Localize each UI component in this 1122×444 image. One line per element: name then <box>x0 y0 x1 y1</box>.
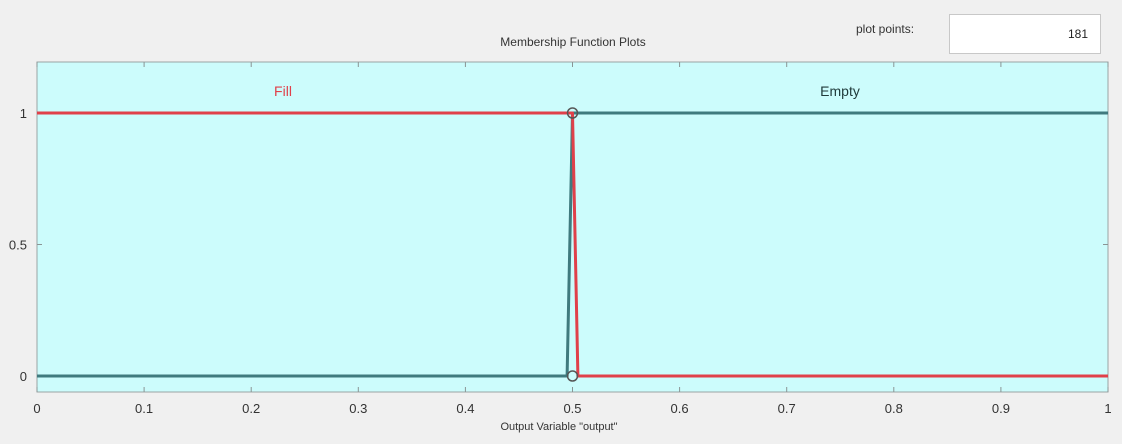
x-tick-label: 0.9 <box>992 401 1010 416</box>
x-tick-label: 0.8 <box>885 401 903 416</box>
x-tick-label: 0.4 <box>456 401 474 416</box>
x-axis-label: Output Variable "output" <box>500 421 617 433</box>
plot-title: Membership Function Plots <box>500 35 646 49</box>
x-tick-label: 0.6 <box>671 401 689 416</box>
plot-points-label: plot points: <box>856 22 915 36</box>
y-tick-label: 0 <box>20 369 27 384</box>
x-tick-label: 0 <box>33 401 40 416</box>
x-tick-label: 0.3 <box>349 401 367 416</box>
x-tick-label: 0.5 <box>563 401 581 416</box>
plot-points-input[interactable] <box>949 14 1101 54</box>
mf-label-empty: Empty <box>820 83 860 99</box>
x-tick-label: 0.1 <box>135 401 153 416</box>
x-tick-label: 0.7 <box>778 401 796 416</box>
mf-handle-bottom <box>566 370 579 382</box>
mf-line-empty <box>37 111 1108 378</box>
y-tick-label: 0.5 <box>9 238 27 253</box>
mf-line-fill <box>37 111 1108 378</box>
x-tick-label: 0.2 <box>242 401 260 416</box>
x-tick-label: 1 <box>1104 401 1111 416</box>
y-tick-label: 1 <box>20 106 27 121</box>
mf-handle-top <box>566 107 579 119</box>
mf-label-fill: Fill <box>274 83 292 99</box>
